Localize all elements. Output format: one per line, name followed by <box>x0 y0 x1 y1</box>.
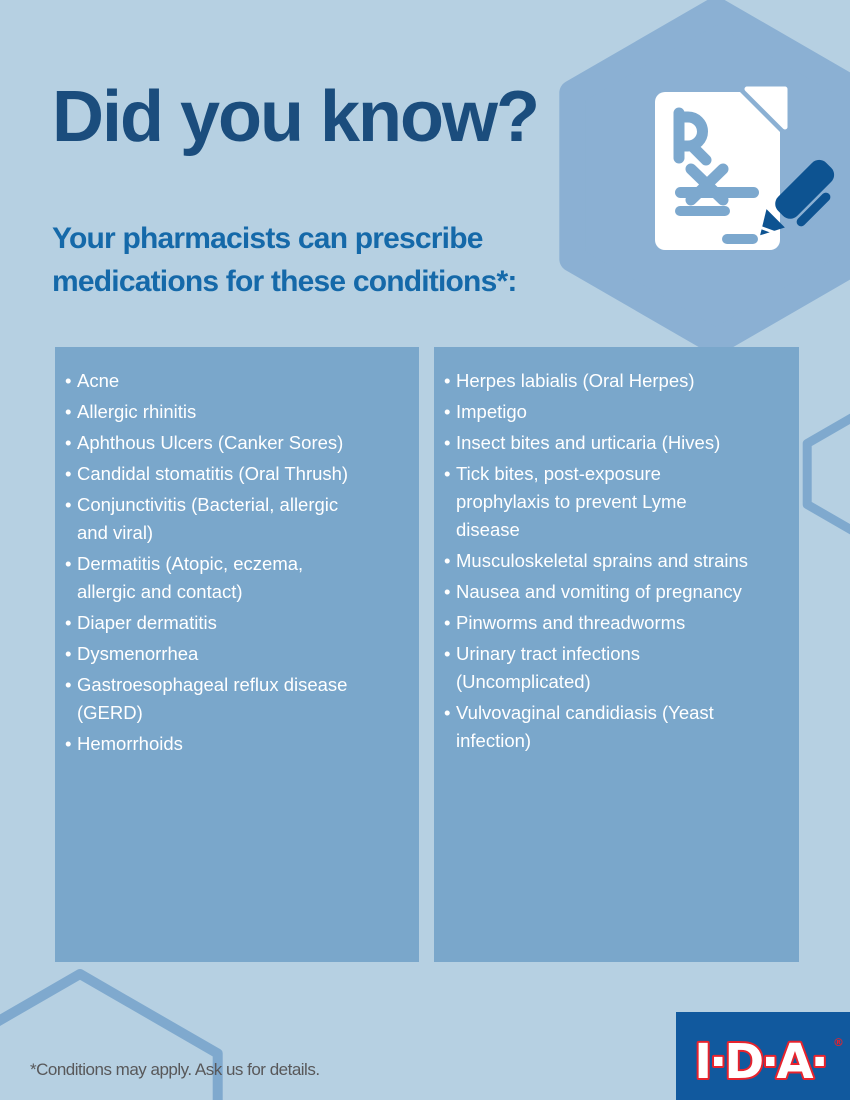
disclaimer-text: *Conditions may apply. Ask us for detail… <box>30 1060 320 1079</box>
ida-logo: I·D·A· ® <box>676 1012 850 1100</box>
conditions-list-left: Acne Allergic rhinitis Aphthous Ulcers (… <box>55 347 419 758</box>
list-item: Musculoskeletal sprains and strains <box>434 547 785 575</box>
list-item: Acne <box>55 367 405 395</box>
list-item: Hemorrhoids <box>55 730 405 758</box>
list-item: Allergic rhinitis <box>55 398 405 426</box>
registered-mark: ® <box>833 1036 844 1049</box>
list-item: Candidal stomatitis (Oral Thrush) <box>55 460 405 488</box>
ida-logo-text: I·D·A· <box>694 1034 826 1090</box>
rx-document-icon <box>655 86 788 250</box>
list-item: Diaper dermatitis <box>55 609 405 637</box>
ida-logo-graphic: I·D·A· ® <box>692 1032 844 1092</box>
list-item: Dysmenorrhea <box>55 640 405 668</box>
conditions-panel-left: Acne Allergic rhinitis Aphthous Ulcers (… <box>55 347 419 962</box>
list-item: Gastroesophageal reflux disease (GERD) <box>55 671 405 727</box>
list-item: Herpes labialis (Oral Herpes) <box>434 367 785 395</box>
page-subtitle: Your pharmacists can prescribe medicatio… <box>52 222 517 298</box>
list-item: Pinworms and threadworms <box>434 609 785 637</box>
conditions-panel-right: Herpes labialis (Oral Herpes) Impetigo I… <box>434 347 799 962</box>
list-item: Dermatitis (Atopic, eczema, allergic and… <box>55 550 405 606</box>
hexagon-outline-right <box>802 413 850 535</box>
conditions-list-right: Herpes labialis (Oral Herpes) Impetigo I… <box>434 347 799 755</box>
list-item: Urinary tract infections (Uncomplicated) <box>434 640 785 696</box>
list-item: Tick bites, post-exposure prophylaxis to… <box>434 460 785 544</box>
list-item: Conjunctivitis (Bacterial, allergic and … <box>55 491 405 547</box>
list-item: Insect bites and urticaria (Hives) <box>434 429 785 457</box>
list-item: Nausea and vomiting of pregnancy <box>434 578 785 606</box>
hexagon-outline-bottom-left <box>0 969 223 1100</box>
page-title: Did you know? <box>52 77 540 157</box>
list-item: Vulvovaginal candidiasis (Yeast infectio… <box>434 699 785 755</box>
list-item: Impetigo <box>434 398 785 426</box>
pen-icon <box>760 159 835 236</box>
list-item: Aphthous Ulcers (Canker Sores) <box>55 429 405 457</box>
